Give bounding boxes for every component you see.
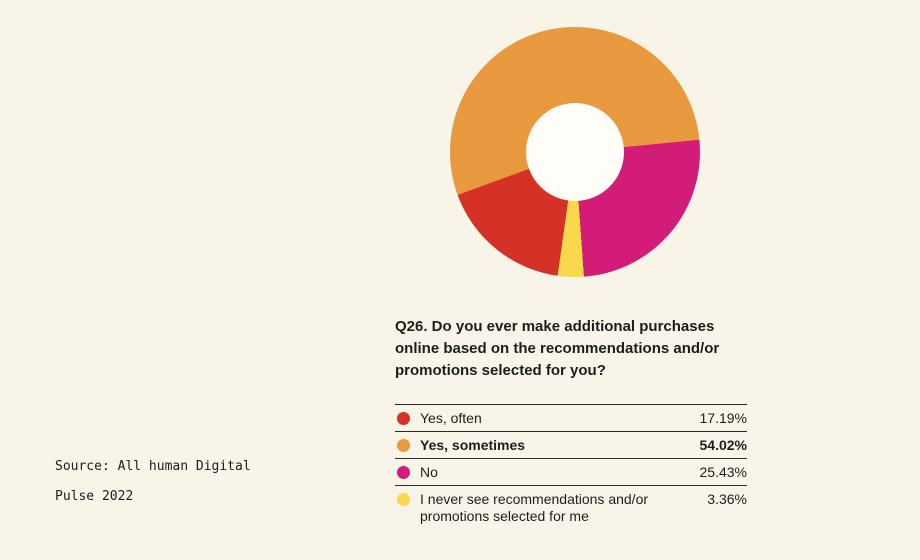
donut-chart — [450, 27, 700, 277]
legend-label: Yes, often — [420, 410, 482, 426]
legend-label: I never see recommendations and/or promo… — [420, 491, 649, 524]
donut-hole — [526, 103, 624, 201]
chart-question: Q26. Do you ever make additional purchas… — [395, 318, 720, 379]
legend-value: 17.19% — [699, 410, 747, 426]
source-line-2: Pulse 2022 — [55, 489, 134, 504]
legend-value: 3.36% — [707, 491, 747, 507]
legend-dot-red — [397, 412, 410, 425]
legend-value: 54.02% — [699, 437, 747, 453]
legend-value: 25.43% — [699, 464, 747, 480]
source-line-1: Source: All human Digital — [55, 459, 251, 474]
legend-dot-yellow — [397, 493, 410, 506]
legend-label: No — [420, 464, 438, 480]
legend-row: Yes, often 17.19% — [395, 404, 747, 431]
legend-label: Yes, sometimes — [420, 437, 526, 453]
legend-dot-orange — [397, 439, 410, 452]
source-note: Source: All human Digital Pulse 2022 — [55, 452, 251, 512]
legend-row: I never see recommendations and/or promo… — [395, 485, 747, 529]
legend-row: No 25.43% — [395, 458, 747, 485]
legend-row: Yes, sometimes 54.02% — [395, 431, 747, 458]
legend-dot-pink — [397, 466, 410, 479]
legend-table: Yes, often 17.19% Yes, sometimes 54.02% … — [395, 404, 747, 529]
